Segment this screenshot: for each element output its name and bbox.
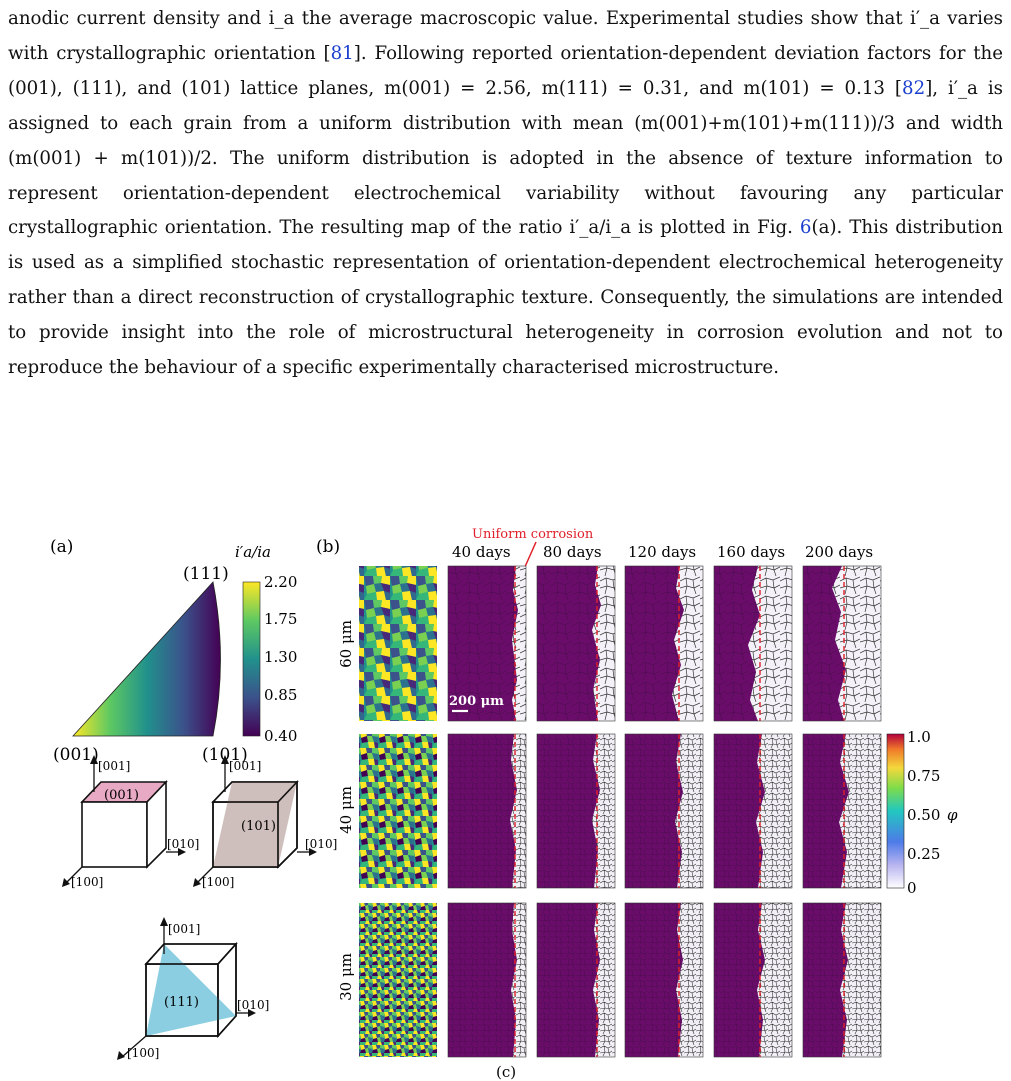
paragraph-part-2: ]. Following reported orientation-depend… xyxy=(8,42,1003,99)
paragraph-part-1: anodic current density and i_a the avera… xyxy=(8,8,1003,64)
day-label-80: 80 days xyxy=(543,543,602,561)
day-label-120: 120 days xyxy=(628,543,696,561)
panel-30um-160d xyxy=(713,902,793,1058)
day-label-160: 160 days xyxy=(717,543,785,561)
colorbar-a-tick-2: 1.75 xyxy=(264,610,297,628)
cube-101-z-label: [001] xyxy=(229,759,261,773)
cube-101-z-arrow xyxy=(221,755,229,764)
cube-111-y-label: [010] xyxy=(237,998,269,1012)
phi-tick-5: 0 xyxy=(907,879,917,897)
ipf-triangle xyxy=(73,582,221,736)
cube-001 xyxy=(80,779,168,869)
panel-a-label: (a) xyxy=(50,537,73,557)
phi-tick-1: 1.0 xyxy=(907,728,931,746)
row-labels: 60 μm 40 μm 30 μm xyxy=(337,620,355,1001)
cube-111-x-label: [100] xyxy=(127,1046,159,1060)
row-label-40: 40 μm xyxy=(337,786,355,834)
colorbar-a-tick-1: 2.20 xyxy=(264,573,297,591)
panel-30um-200d xyxy=(802,902,882,1058)
row-30um-panels xyxy=(447,902,882,1058)
phi-symbol: φ xyxy=(947,806,958,824)
cube-111-x-axis xyxy=(121,1035,147,1058)
colorbar-a-tick-3: 1.30 xyxy=(264,648,297,666)
cube-101-plane-label: (101) xyxy=(241,819,276,834)
panel-40um-200d xyxy=(802,733,882,889)
cube-001-x-label: [100] xyxy=(71,875,103,889)
day-label-200: 200 days xyxy=(805,543,873,561)
day-label-40: 40 days xyxy=(452,543,511,561)
cube-101-y-label: [010] xyxy=(305,837,337,851)
panel-60um-80d xyxy=(536,565,616,722)
cube-111-plane-label: (111) xyxy=(164,995,199,1010)
panel-60um-200d xyxy=(802,565,882,722)
cube-001-x-axis xyxy=(65,866,83,884)
row-60um-panels: 200 μm xyxy=(447,565,882,722)
panel-60um-40d xyxy=(447,565,527,722)
caption-stub: (c) xyxy=(496,1063,516,1081)
cube-001-z-label: [001] xyxy=(98,759,130,773)
cube-001-z-arrow xyxy=(90,755,98,764)
cube-111-y-arrow xyxy=(248,1009,256,1017)
phi-tick-2: 0.75 xyxy=(907,767,940,785)
panel-40um-40d xyxy=(447,733,527,889)
phi-colorbar xyxy=(886,733,905,889)
paragraph-part-4: (a). This distribution is used as a simp… xyxy=(8,217,1003,379)
ipf-triangle-outline xyxy=(72,581,221,737)
cube-101-x-axis xyxy=(196,866,214,884)
vertex-101-label: (101) xyxy=(202,745,248,765)
cube-111-z-label: [001] xyxy=(168,922,200,936)
uniform-corrosion-annotation: Uniform corrosion xyxy=(472,527,594,542)
panel-60um-160d xyxy=(713,565,793,722)
row-label-30: 30 μm xyxy=(337,953,355,1001)
cube-111-plane xyxy=(146,944,236,1036)
phi-tick-3: 0.50 xyxy=(907,806,940,824)
cube-101-x-arrow xyxy=(193,878,201,887)
panel-30um-80d xyxy=(536,902,616,1058)
citation-82[interactable]: 82 xyxy=(902,77,926,99)
colorbar-a xyxy=(242,581,261,737)
row-label-60: 60 μm xyxy=(337,620,355,668)
vertex-001-label: (001) xyxy=(53,745,99,765)
phi-colorbar-ticks: 1.0 0.75 0.50 0.25 0 xyxy=(907,728,940,897)
cube-111 xyxy=(144,941,238,1039)
cube-101-y-arrow xyxy=(309,848,317,856)
panel-40um-120d xyxy=(624,733,704,889)
colorbar-a-title: i′a/ia xyxy=(235,543,271,561)
day-labels: 40 days 80 days 120 days 160 days 200 da… xyxy=(452,543,873,561)
cube-111-z-arrow xyxy=(160,917,168,926)
body-paragraph: anodic current density and i_a the avera… xyxy=(8,2,1003,386)
panel-30um-120d xyxy=(624,902,704,1058)
grain-map-60um xyxy=(359,566,437,721)
cube-111-x-arrow xyxy=(117,1051,125,1060)
colorbar-a-tick-5: 0.40 xyxy=(264,727,297,745)
panel-30um-40d xyxy=(447,902,527,1058)
phi-tick-4: 0.25 xyxy=(907,845,940,863)
panel-60um-120d xyxy=(624,565,704,722)
grain-map-40um xyxy=(359,734,437,888)
panel-b-label: (b) xyxy=(316,537,340,557)
panel-40um-80d xyxy=(536,733,616,889)
cube-001-plane-label: (001) xyxy=(104,788,139,803)
cube-101-x-label: [100] xyxy=(202,875,234,889)
paragraph-part-3: ], i′_a is assigned to each grain from a… xyxy=(8,77,1003,239)
row-40um-panels xyxy=(447,733,882,889)
panel-40um-160d xyxy=(713,733,793,889)
vertex-111-label: (111) xyxy=(183,564,229,584)
cube-001-y-arrow xyxy=(178,848,186,856)
citation-81[interactable]: 81 xyxy=(330,42,354,64)
cube-001-y-label: [010] xyxy=(167,837,199,851)
colorbar-a-ticks: 2.20 1.75 1.30 0.85 0.40 xyxy=(264,573,297,745)
colorbar-a-tick-4: 0.85 xyxy=(264,686,297,704)
cube-101-plane xyxy=(213,782,297,867)
scale-bar-label: 200 μm xyxy=(449,694,504,709)
cube-101 xyxy=(211,779,299,869)
cube-001-x-arrow xyxy=(62,878,70,887)
grain-map-30um xyxy=(359,903,437,1057)
figure-6-link[interactable]: 6 xyxy=(799,217,812,239)
